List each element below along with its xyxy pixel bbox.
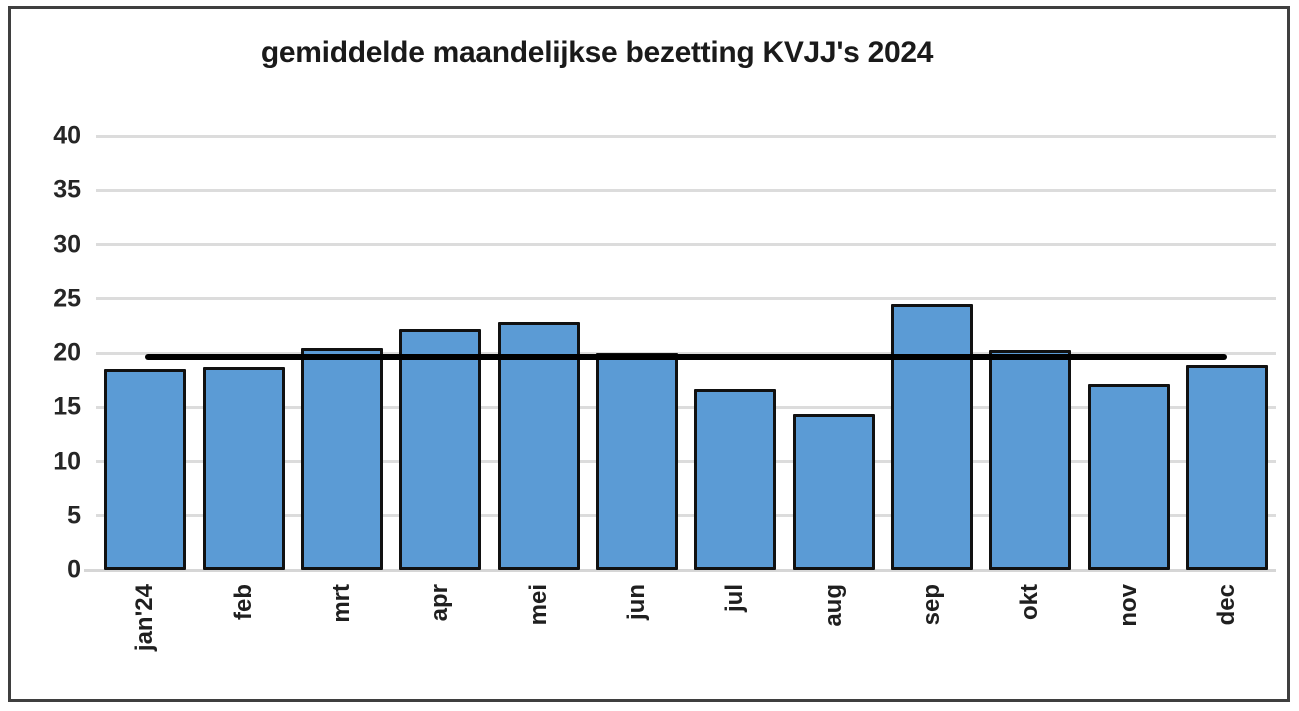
bar-jul [694, 388, 777, 570]
x-tick-label-okt: okt [1016, 584, 1044, 620]
x-tick-label-dec: dec [1212, 584, 1240, 626]
y-tick-label-30: 30 [53, 230, 81, 258]
x-tick-label-apr: apr [426, 584, 454, 622]
plot-area: jan'24 feb mrt apr mei jun jul aug sep okt nov dec [84, 134, 1276, 651]
x-tick-label-mei: mei [524, 584, 552, 626]
x-tick-label-jan24: jan'24 [131, 584, 159, 652]
gridline-20 [96, 351, 1276, 355]
y-tick-label-0: 0 [67, 555, 81, 584]
x-tick-label-mrt: mrt [327, 584, 355, 623]
x-tick-label-nov: nov [1114, 584, 1142, 627]
bar-mrt [300, 347, 383, 570]
y-tick-label-15: 15 [53, 392, 81, 421]
y-tick-label-10: 10 [53, 447, 81, 475]
gridline-30 [96, 243, 1276, 246]
gridline-25 [96, 297, 1276, 301]
gridline-35 [96, 188, 1276, 192]
average-reference-line [145, 354, 1227, 361]
y-tick-label-40: 40 [53, 121, 81, 150]
bar-jan24 [104, 369, 187, 570]
x-axis-line [84, 569, 1276, 572]
x-tick-label-jul: jul [721, 584, 749, 612]
y-tick-label-35: 35 [53, 175, 81, 204]
x-tick-label-jun: jun [622, 584, 650, 620]
x-tick-label-aug: aug [819, 584, 847, 627]
bar-nov [1087, 384, 1170, 570]
gridline-15 [96, 405, 1276, 409]
chart-title: gemiddelde maandelijkse bezetting KVJJ's… [260, 36, 934, 69]
bar-aug [792, 413, 875, 570]
y-tick-label-5: 5 [67, 501, 81, 530]
gridline-5 [96, 514, 1276, 518]
y-tick-label-20: 20 [53, 338, 81, 367]
bar-jun [595, 353, 678, 570]
chart-frame: gemiddelde maandelijkse bezetting KVJJ's… [8, 6, 1290, 702]
x-tick-label-feb: feb [229, 584, 257, 620]
bar-feb [202, 367, 285, 570]
gridline-10 [96, 460, 1276, 463]
y-tick-label-25: 25 [53, 284, 81, 313]
y-axis: 0 5 10 15 20 25 30 35 40 [25, 123, 81, 582]
x-tick-label-sep: sep [917, 584, 945, 626]
bar-okt [989, 349, 1072, 570]
bar-dec [1185, 364, 1268, 570]
bar-sep [890, 304, 973, 570]
bar-mei [497, 321, 580, 570]
bar-apr [399, 329, 482, 570]
gridline-40 [96, 134, 1276, 138]
